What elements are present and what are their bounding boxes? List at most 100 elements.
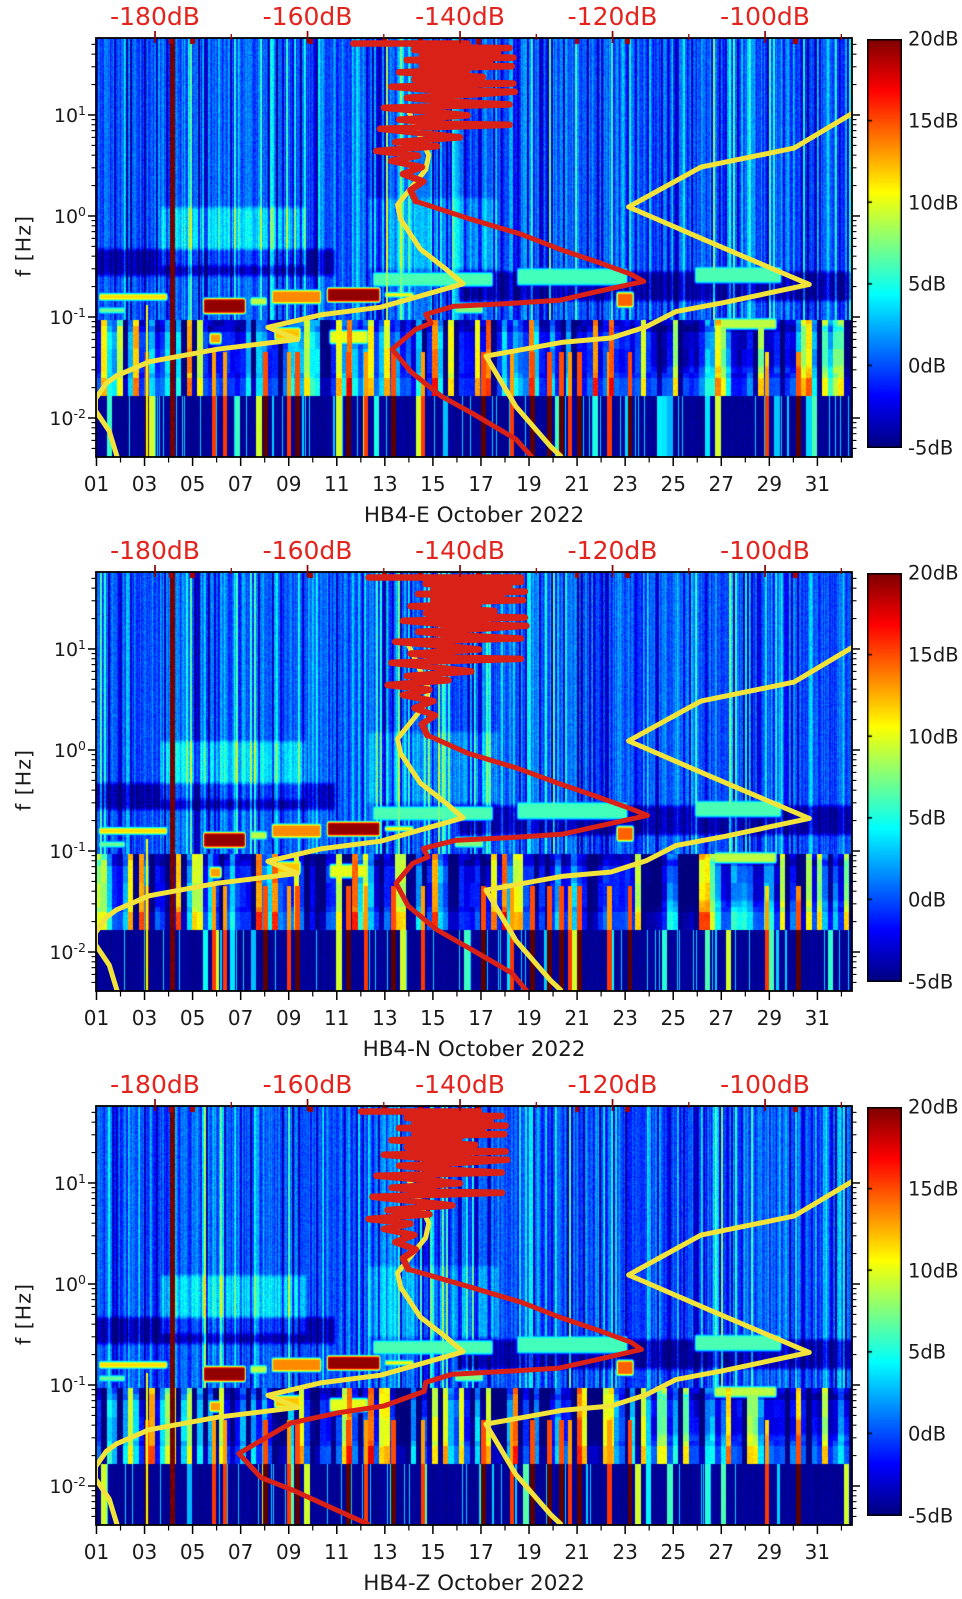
colorbar-tick-label: 10dB — [908, 1259, 959, 1283]
top-db-label: -180dB — [110, 1070, 200, 1099]
y-tick-label: 10-1 — [49, 1372, 86, 1398]
psd-curves-overlay — [96, 40, 852, 457]
x-tick-label: 17 — [468, 472, 494, 496]
colorbar — [867, 1107, 902, 1516]
x-tick-label: 07 — [227, 1540, 254, 1564]
x-tick-label: 05 — [179, 472, 206, 496]
plot-title: HB4-E October 2022 — [363, 503, 585, 528]
colorbar-tick-label: 20dB — [908, 561, 959, 585]
x-tick-label: 25 — [660, 1006, 686, 1030]
y-axis-title: f [Hz] — [11, 215, 36, 277]
x-tick-label: 19 — [516, 472, 542, 496]
top-db-label: -120dB — [567, 536, 658, 565]
x-tick-label: 29 — [756, 1006, 783, 1030]
x-tick-label: 23 — [612, 1006, 638, 1030]
top-db-label: -100dB — [720, 1070, 810, 1099]
colorbar-tick-label: 20dB — [908, 27, 959, 51]
top-db-label: -100dB — [720, 2, 810, 31]
top-db-label: -160dB — [262, 536, 353, 565]
colorbar-tick-label: 5dB — [908, 806, 947, 830]
psd-curves-overlay — [96, 1108, 852, 1525]
colorbar-tick-label: 10dB — [908, 725, 959, 749]
colorbar-tick-label: 0dB — [908, 888, 947, 912]
plot-title: HB4-N October 2022 — [362, 1037, 586, 1062]
x-tick-label: 03 — [131, 1006, 158, 1030]
x-tick-label: 07 — [227, 1006, 254, 1030]
x-tick-label: 21 — [564, 1540, 590, 1564]
y-tick-label: 101 — [53, 636, 86, 662]
x-tick-label: 25 — [660, 1540, 686, 1564]
x-tick-label: 09 — [275, 472, 302, 496]
psd-curves-overlay — [96, 574, 852, 991]
axes-frame — [88, 1099, 860, 1534]
y-tick-label: 101 — [53, 1170, 86, 1196]
panel-hb4-z: -180dB -160dB -140dB -120dB -100dB 01 03 05 07 0… — [0, 1068, 962, 1599]
x-tick-label: 31 — [804, 1006, 831, 1030]
x-tick-label: 19 — [516, 1540, 542, 1564]
x-tick-label: 29 — [756, 1540, 783, 1564]
y-tick-label: 10-2 — [49, 939, 86, 965]
y-tick-label: 10-1 — [49, 304, 86, 330]
plot-title: HB4-Z October 2022 — [363, 1571, 585, 1596]
x-tick-label: 31 — [804, 472, 831, 496]
x-tick-label: 17 — [468, 1540, 494, 1564]
colorbar-tick-label: 0dB — [908, 1422, 947, 1446]
x-tick-label: 11 — [324, 472, 350, 496]
colorbar — [867, 573, 902, 982]
y-tick-label: 100 — [53, 1271, 86, 1297]
top-db-label: -140dB — [415, 1070, 505, 1099]
colorbar-tick-label: 20dB — [908, 1095, 959, 1119]
x-tick-label: 23 — [612, 472, 638, 496]
colorbar-tick-label: 15dB — [908, 1177, 959, 1201]
x-tick-label: 11 — [324, 1540, 350, 1564]
x-tick-label: 15 — [420, 1006, 446, 1030]
colorbar-tick-label: 0dB — [908, 354, 947, 378]
x-tick-label: 01 — [83, 1006, 110, 1030]
x-tick-label: 05 — [179, 1006, 206, 1030]
top-db-label: -180dB — [110, 2, 200, 31]
colorbar-tick-label: 15dB — [908, 643, 959, 667]
top-db-label: -120dB — [567, 2, 658, 31]
top-db-label: -140dB — [415, 2, 505, 31]
x-tick-label: 27 — [708, 472, 734, 496]
colorbar-tick-label: 15dB — [908, 109, 959, 133]
x-tick-label: 11 — [324, 1006, 350, 1030]
colorbar — [867, 39, 902, 448]
top-db-label: -120dB — [567, 1070, 658, 1099]
top-db-label: -160dB — [262, 2, 353, 31]
y-tick-label: 10-2 — [49, 405, 86, 431]
colorbar-tick-label: 5dB — [908, 272, 947, 296]
x-tick-label: 15 — [420, 1540, 446, 1564]
x-tick-label: 01 — [83, 1540, 110, 1564]
x-tick-label: 13 — [372, 1006, 398, 1030]
x-tick-label: 21 — [564, 472, 590, 496]
colorbar-tick-label: -5dB — [908, 970, 954, 994]
axes-frame — [88, 565, 860, 1000]
top-db-label: -140dB — [415, 536, 505, 565]
x-tick-label: 25 — [660, 472, 686, 496]
y-axis-title: f [Hz] — [11, 1283, 36, 1345]
x-tick-label: 15 — [420, 472, 446, 496]
colorbar-tick-label: -5dB — [908, 436, 954, 460]
x-tick-label: 01 — [83, 472, 110, 496]
x-tick-label: 09 — [275, 1540, 302, 1564]
y-tick-label: 100 — [53, 737, 86, 763]
y-tick-label: 10-1 — [49, 838, 86, 864]
y-tick-label: 101 — [53, 102, 86, 128]
x-tick-label: 05 — [179, 1540, 206, 1564]
x-tick-label: 23 — [612, 1540, 638, 1564]
x-tick-label: 03 — [131, 472, 158, 496]
colorbar-tick-label: 10dB — [908, 191, 959, 215]
x-tick-label: 07 — [227, 472, 254, 496]
colorbar-tick-label: -5dB — [908, 1504, 954, 1528]
panel-hb4-n: -180dB -160dB -140dB -120dB -100dB 01 03 05 07 0… — [0, 534, 962, 1067]
x-tick-label: 21 — [564, 1006, 590, 1030]
x-tick-label: 09 — [275, 1006, 302, 1030]
colorbar-tick-label: 5dB — [908, 1340, 947, 1364]
x-tick-label: 19 — [516, 1006, 542, 1030]
y-tick-label: 100 — [53, 203, 86, 229]
top-db-label: -180dB — [110, 536, 200, 565]
top-db-label: -100dB — [720, 536, 810, 565]
x-tick-label: 27 — [708, 1006, 734, 1030]
